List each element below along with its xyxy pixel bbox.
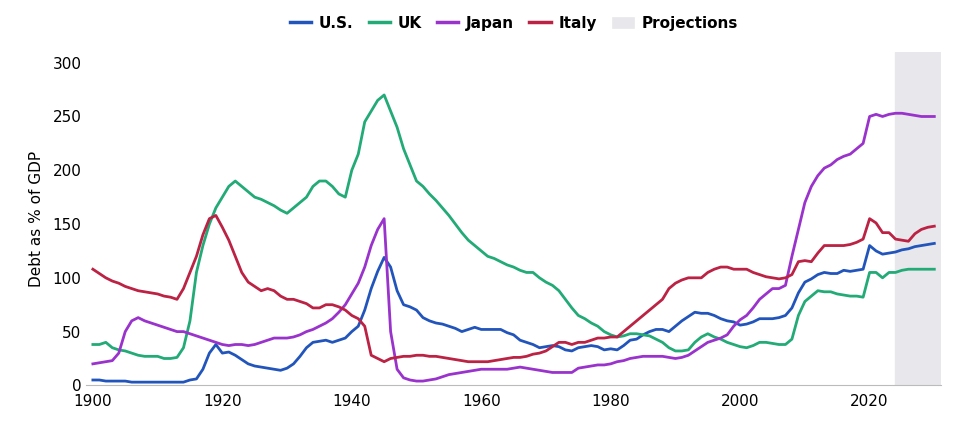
Legend: U.S., UK, Japan, Italy, Projections: U.S., UK, Japan, Italy, Projections	[283, 10, 744, 37]
Y-axis label: Debt as % of GDP: Debt as % of GDP	[29, 151, 44, 287]
Bar	[896, 52, 941, 385]
